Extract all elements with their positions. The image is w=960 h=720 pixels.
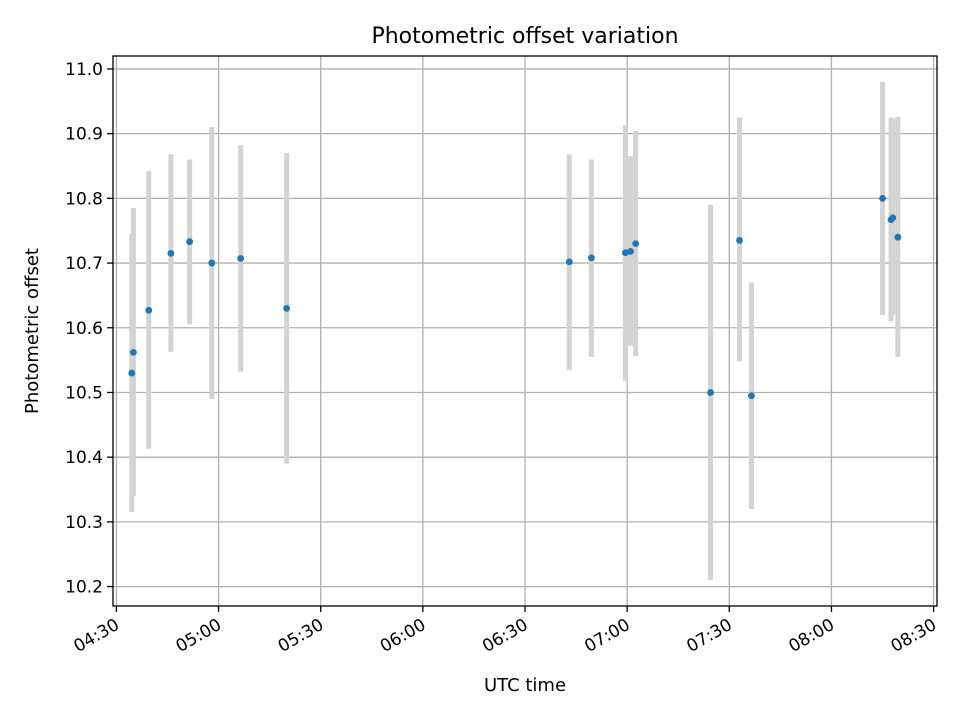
y-tick-label: 10.8 xyxy=(65,189,103,209)
data-point xyxy=(237,255,245,262)
data-point xyxy=(167,249,175,257)
data-point xyxy=(283,304,291,312)
y-tick-label: 10.2 xyxy=(65,578,103,598)
y-tick-label: 10.9 xyxy=(65,125,103,145)
y-axis-label: Photometric offset xyxy=(22,248,43,414)
data-point xyxy=(889,214,897,222)
chart-title: Photometric offset variation xyxy=(371,24,678,49)
data-point xyxy=(879,194,886,202)
y-tick-label: 10.7 xyxy=(65,254,103,274)
y-tick-label: 10.4 xyxy=(65,448,103,468)
y-tick-label: 10.6 xyxy=(65,319,103,339)
y-axis: 10.2 10.3 10.4 10.5 10.6 10.7 10.8 10.9 11.0 xyxy=(65,60,113,598)
data-point xyxy=(587,254,595,262)
x-axis-label: UTC time xyxy=(484,675,566,696)
data-point xyxy=(748,392,755,400)
data-point xyxy=(894,233,902,241)
data-point xyxy=(130,348,137,356)
data-point xyxy=(736,237,743,244)
data-points xyxy=(128,194,902,400)
y-tick-label: 10.5 xyxy=(65,383,103,403)
data-point xyxy=(186,238,194,246)
y-tick-label: 10.3 xyxy=(65,513,103,533)
data-point xyxy=(707,389,714,396)
y-tick-label: 11.0 xyxy=(65,60,103,80)
data-point xyxy=(627,248,634,255)
data-point xyxy=(622,249,629,257)
data-point xyxy=(208,259,216,267)
data-point xyxy=(565,258,573,266)
data-point xyxy=(145,306,153,314)
data-point xyxy=(632,240,640,248)
data-point xyxy=(128,369,136,377)
